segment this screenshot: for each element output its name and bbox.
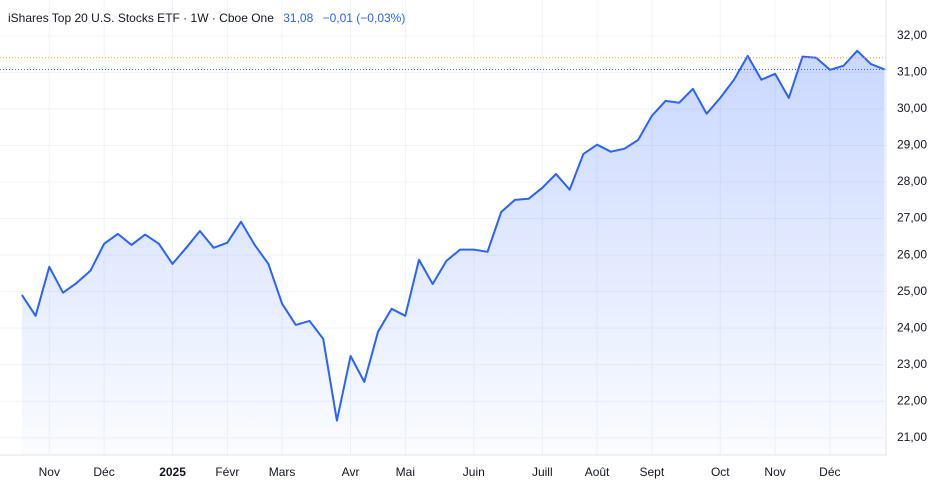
change-label: −0,01 (−0,03%) — [323, 11, 406, 25]
y-tick-label: 30,00 — [897, 101, 927, 115]
x-tick-label: Déc — [819, 465, 840, 479]
x-tick-label: Mai — [396, 465, 415, 479]
x-tick-label: Avr — [342, 465, 360, 479]
y-tick-label: 23,00 — [897, 357, 927, 371]
title: iShares Top 20 U.S. Stocks ETF · 1W · Cb… — [8, 11, 274, 25]
chart-title: iShares Top 20 U.S. Stocks ETF · 1W · Cb… — [8, 11, 405, 25]
x-tick-label: Juill — [532, 465, 553, 479]
area-fill — [21, 50, 885, 456]
x-tick-label: Août — [585, 465, 610, 479]
y-tick-label: 26,00 — [897, 247, 927, 261]
y-tick-label: 28,00 — [897, 174, 927, 188]
y-tick-label: 32,00 — [897, 28, 927, 42]
x-tick-label: Oct — [711, 465, 730, 479]
x-tick-label: Déc — [93, 465, 114, 479]
x-tick-label: Févr — [215, 465, 239, 479]
x-tick-label: Sept — [639, 465, 664, 479]
x-tick-label: Nov — [764, 465, 785, 479]
y-tick-label: 22,00 — [897, 393, 927, 407]
y-tick-label: 29,00 — [897, 138, 927, 152]
y-tick-label: 24,00 — [897, 320, 927, 334]
y-tick-label: 25,00 — [897, 284, 927, 298]
y-tick-label: 21,00 — [897, 430, 927, 444]
y-tick-label: 27,00 — [897, 211, 927, 225]
price-line — [21, 49, 885, 422]
y-tick-label: 31,00 — [897, 65, 927, 79]
price-label: 31,08 — [283, 11, 313, 25]
x-tick-label: Mars — [269, 465, 296, 479]
x-tick-label: Juin — [463, 465, 485, 479]
x-tick-label: Nov — [39, 465, 60, 479]
x-tick-label: 2025 — [159, 465, 186, 479]
